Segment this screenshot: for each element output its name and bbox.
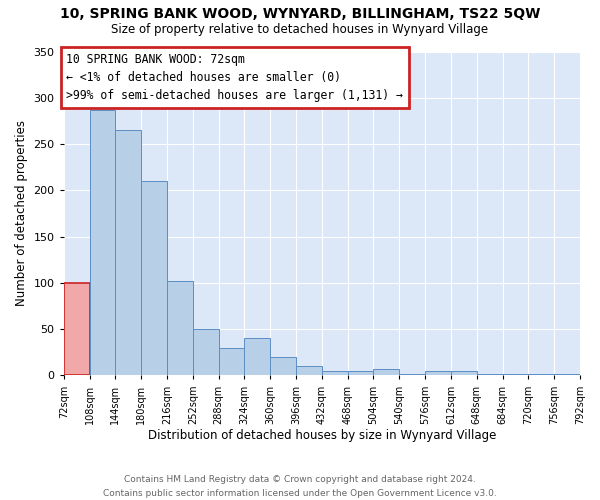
Bar: [244, 338, 270, 376]
Bar: [296, 366, 322, 376]
Bar: [167, 281, 193, 376]
Y-axis label: Number of detached properties: Number of detached properties: [15, 120, 28, 306]
Bar: [529, 374, 554, 376]
Bar: [218, 348, 244, 376]
Bar: [451, 371, 477, 376]
Text: Contains HM Land Registry data © Crown copyright and database right 2024.
Contai: Contains HM Land Registry data © Crown c…: [103, 476, 497, 498]
Bar: [64, 283, 89, 376]
Bar: [425, 371, 451, 376]
Bar: [347, 371, 373, 376]
Bar: [399, 374, 425, 376]
Bar: [554, 374, 580, 376]
Text: Size of property relative to detached houses in Wynyard Village: Size of property relative to detached ho…: [112, 22, 488, 36]
Bar: [115, 130, 141, 376]
Bar: [89, 110, 115, 376]
X-axis label: Distribution of detached houses by size in Wynyard Village: Distribution of detached houses by size …: [148, 430, 496, 442]
Bar: [503, 374, 529, 376]
Bar: [193, 329, 218, 376]
Bar: [322, 371, 347, 376]
Text: 10 SPRING BANK WOOD: 72sqm
← <1% of detached houses are smaller (0)
>99% of semi: 10 SPRING BANK WOOD: 72sqm ← <1% of deta…: [66, 53, 403, 102]
Bar: [373, 369, 399, 376]
Text: 10, SPRING BANK WOOD, WYNYARD, BILLINGHAM, TS22 5QW: 10, SPRING BANK WOOD, WYNYARD, BILLINGHA…: [60, 8, 540, 22]
Bar: [477, 374, 503, 376]
Bar: [270, 357, 296, 376]
Bar: [141, 181, 167, 376]
